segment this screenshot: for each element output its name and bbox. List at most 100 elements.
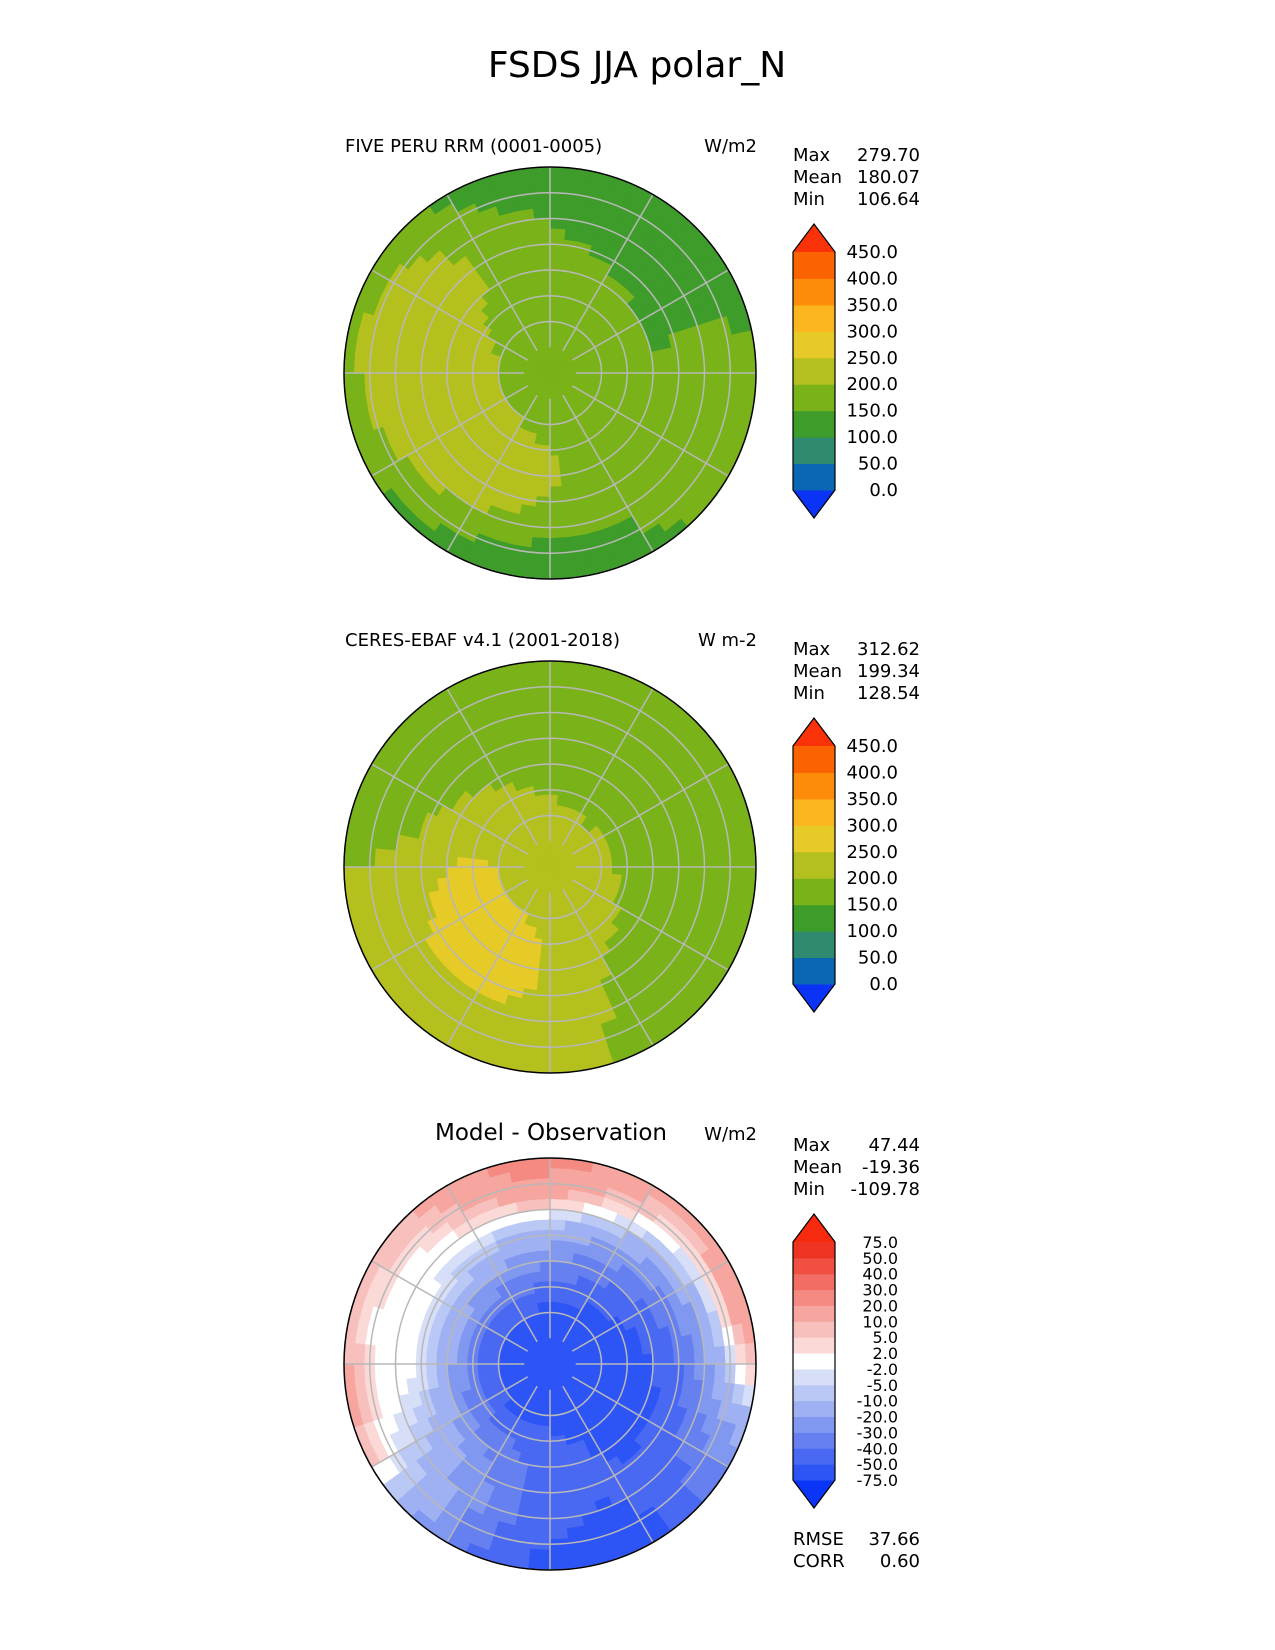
- map-cell: [549, 269, 562, 282]
- map-cell: [662, 359, 674, 374]
- map-cell: [536, 979, 551, 991]
- colorbar-extend-max: [793, 1214, 835, 1242]
- map-cell: [549, 557, 571, 570]
- stat-label: Max: [793, 1135, 831, 1156]
- map-cell: [652, 372, 664, 386]
- map-cell: [537, 753, 551, 765]
- map-cell: [549, 958, 562, 971]
- map-cell: [533, 1209, 551, 1221]
- map-cell: [426, 372, 438, 387]
- metric-value: 0.60: [880, 1551, 920, 1572]
- map-cell: [549, 464, 562, 477]
- colorbar-outline: [792, 1213, 836, 1509]
- colorbar-tick-label: -5.0: [867, 1376, 898, 1395]
- map-cell: [744, 372, 756, 395]
- stat-label: Min: [793, 683, 825, 704]
- map-boundary: [343, 166, 757, 580]
- map-cell: [533, 712, 551, 724]
- colorbar-bin: [793, 384, 835, 412]
- colorbar-bin: [793, 1384, 835, 1402]
- map-cell: [457, 353, 470, 365]
- colorbar-extend-min: [793, 984, 835, 1012]
- map-cell: [436, 1363, 448, 1377]
- colorbar-tick-label: 0.0: [869, 480, 898, 501]
- map-cell: [631, 1353, 644, 1365]
- map-cell: [682, 1348, 695, 1365]
- stat-label: Mean: [793, 1157, 842, 1178]
- map-cell: [549, 804, 557, 817]
- graticule-lon: [433, 171, 538, 352]
- colorbar-tick-label: 5.0: [873, 1328, 898, 1347]
- map-cell: [543, 1414, 551, 1427]
- map-cell: [549, 722, 566, 735]
- map-cell: [703, 849, 716, 868]
- map-cell: [374, 848, 387, 868]
- map-boundary: [343, 660, 757, 1074]
- graticule-lon: [348, 750, 529, 855]
- colorbar-extend-min: [793, 490, 835, 518]
- graticule-lon: [348, 1376, 529, 1481]
- map-cell: [590, 866, 602, 873]
- colorbar-tick-label: 200.0: [846, 374, 898, 395]
- map-cell: [353, 1363, 366, 1385]
- map-cell: [529, 1167, 551, 1180]
- map-cell: [558, 1271, 570, 1284]
- map-cell: [744, 351, 756, 374]
- map-cell: [549, 485, 564, 497]
- panel-3: Model - Observation W/m2 Max 47.44 Mean -19.3…: [343, 1120, 920, 1572]
- map-cell: [532, 1517, 551, 1530]
- colorbar-bin: [793, 252, 835, 279]
- graticule-lon: [571, 385, 752, 490]
- map-cell: [456, 866, 469, 878]
- map-cell: [652, 854, 664, 868]
- map-cell: [549, 1030, 569, 1043]
- map-cell: [734, 866, 747, 888]
- stat-label: Mean: [793, 167, 842, 188]
- graticule-lon: [562, 394, 667, 575]
- map-cell: [549, 979, 564, 991]
- map-cell: [641, 1352, 654, 1365]
- map-cell: [532, 526, 551, 539]
- map-cell: [384, 1346, 397, 1365]
- map-cell: [477, 365, 489, 374]
- map-cell: [713, 354, 726, 374]
- graticule-lon: [433, 665, 538, 846]
- stat-value: 128.54: [857, 683, 920, 704]
- colorbar-outline: [792, 717, 836, 1013]
- colorbar-tick-label: 0.0: [869, 974, 898, 995]
- colorbar: 0.0 50.0 100.0 150.0 200.0 250.0 300.0 350.0 400…: [792, 223, 898, 519]
- map-cell: [538, 269, 551, 282]
- map-cell: [549, 228, 566, 241]
- panel-title: Model - Observation: [435, 1120, 667, 1146]
- stat-value: 106.64: [857, 189, 920, 210]
- map-cell: [600, 372, 613, 380]
- metric-label: RMSE: [793, 1529, 844, 1550]
- map-cell: [498, 861, 510, 868]
- colorbar-tick-label: -10.0: [857, 1392, 898, 1411]
- stat-value: 180.07: [857, 167, 920, 188]
- map-cell: [549, 794, 558, 806]
- map-cell: [549, 259, 563, 271]
- map-cell: [558, 774, 570, 787]
- stat-value: 312.62: [857, 639, 920, 660]
- colorbar-tick-label: 350.0: [846, 789, 898, 810]
- colorbar-tick-label: -30.0: [857, 1423, 898, 1442]
- map-cell: [549, 1558, 572, 1570]
- map-cell: [549, 1061, 572, 1073]
- map-cell: [549, 999, 566, 1012]
- map-cell: [549, 1527, 569, 1540]
- map-cell: [395, 866, 407, 884]
- map-cell: [405, 372, 418, 389]
- map-cell: [630, 1372, 643, 1384]
- map-cell: [549, 475, 563, 487]
- map-cell: [713, 1363, 726, 1383]
- map-cell: [436, 372, 448, 386]
- map-cell: [539, 279, 551, 292]
- map-cell: [384, 1363, 397, 1382]
- map-cell: [536, 249, 551, 261]
- map-cell: [457, 847, 470, 859]
- colorbar-tick-label: 450.0: [846, 736, 898, 757]
- map-cell: [652, 360, 664, 374]
- map-cell: [374, 1345, 387, 1365]
- map-cell: [405, 851, 418, 868]
